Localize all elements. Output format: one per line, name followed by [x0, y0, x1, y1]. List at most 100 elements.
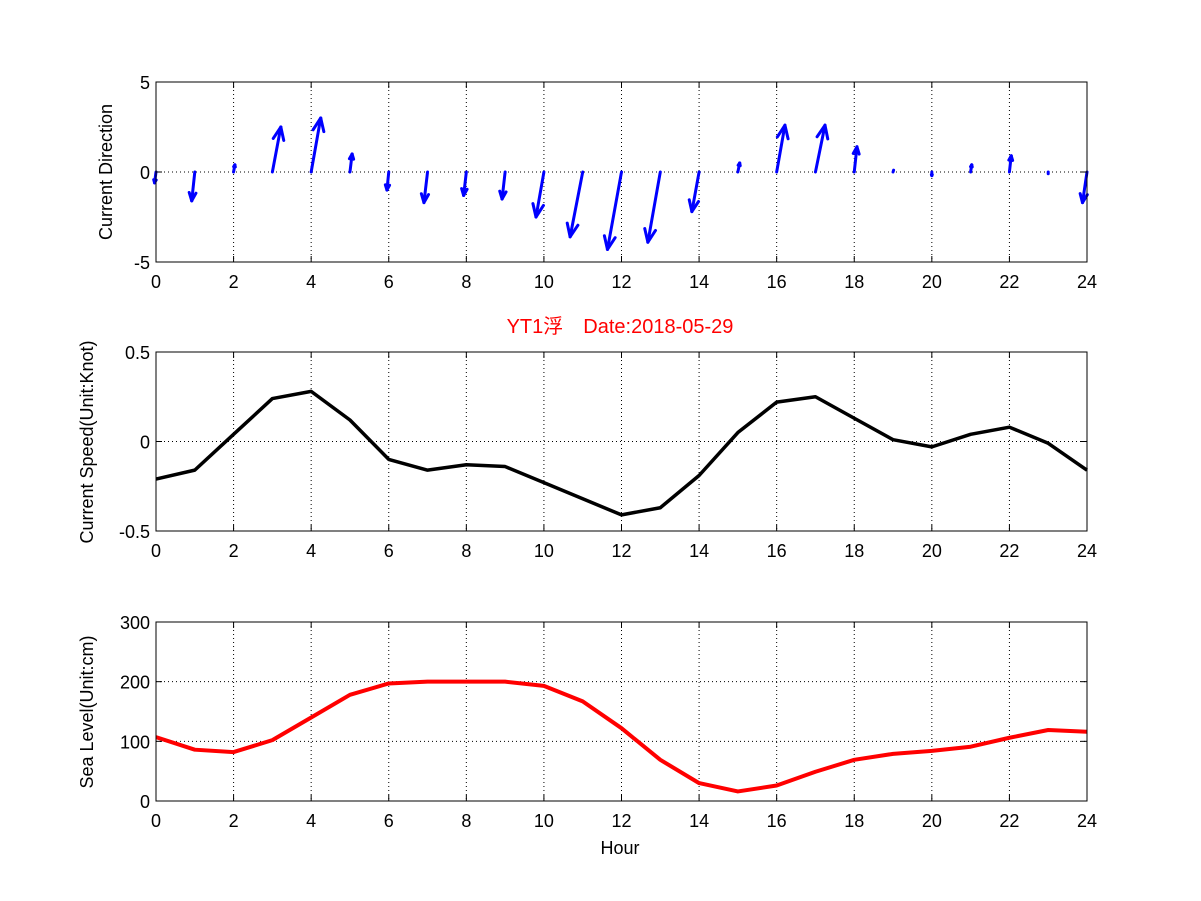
y-tick-label: 300 — [120, 613, 150, 633]
x-tick-label: 2 — [229, 811, 239, 831]
direction-arrow — [736, 161, 742, 174]
arrow-head — [643, 227, 650, 244]
arrow-head — [152, 178, 157, 185]
arrow-head — [271, 125, 283, 140]
arrow-shaft — [690, 170, 701, 214]
arrow-head — [1009, 154, 1015, 162]
x-tick-label: 4 — [306, 541, 316, 561]
arrow-head — [602, 234, 609, 251]
x-tick-label: 24 — [1077, 541, 1097, 561]
arrow-head — [783, 123, 790, 141]
x-tick-label: 24 — [1077, 811, 1097, 831]
y-tick-label: -5 — [134, 253, 150, 273]
arrow-head — [419, 192, 426, 205]
arrow-head — [775, 123, 787, 139]
arrow-shaft — [1081, 170, 1089, 205]
x-tick-label: 6 — [384, 272, 394, 292]
arrow-head — [646, 228, 657, 244]
direction-arrow — [687, 170, 701, 214]
arrow-shaft — [462, 170, 468, 197]
arrow-head — [319, 116, 326, 134]
arrow-shaft — [852, 145, 859, 174]
direction-arrow — [419, 170, 431, 205]
arrow-shaft — [309, 116, 323, 174]
x-tick-label: 4 — [306, 272, 316, 292]
arrow-shaft — [422, 170, 430, 205]
y-tick-label: 5 — [140, 73, 150, 93]
arrow-shaft — [568, 170, 585, 239]
arrow-head — [605, 236, 617, 251]
x-tick-label: 18 — [844, 811, 864, 831]
y-tick-label: 100 — [120, 732, 150, 752]
arrow-shaft — [775, 123, 787, 174]
x-tick-label: 8 — [461, 811, 471, 831]
arrow-shaft — [190, 170, 197, 203]
arrow-head — [350, 152, 356, 161]
x-tick-label: 0 — [151, 272, 161, 292]
y-tick-label: 0 — [140, 163, 150, 183]
x-axis-label: Hour — [600, 838, 639, 858]
y-tick-label: 200 — [120, 673, 150, 693]
y-tick-label: 0 — [140, 433, 150, 453]
x-tick-label: 14 — [689, 272, 709, 292]
x-tick-label: 16 — [767, 541, 787, 561]
x-tick-label: 2 — [229, 272, 239, 292]
direction-arrow — [969, 163, 974, 174]
x-tick-label: 12 — [611, 811, 631, 831]
arrow-shaft — [813, 123, 827, 174]
x-tick-label: 16 — [767, 272, 787, 292]
arrow-shaft — [891, 168, 896, 174]
arrow-shaft — [646, 170, 662, 244]
x-tick-label: 16 — [767, 811, 787, 831]
arrow-shaft — [270, 125, 283, 174]
y-tick-label: 0.5 — [125, 343, 150, 363]
y-axis-label: Current Direction — [96, 104, 116, 240]
direction-arrow — [813, 123, 830, 174]
x-tick-label: 8 — [461, 541, 471, 561]
y-axis-label: Current Speed(Unit:Knot) — [77, 340, 97, 543]
direction-arrow — [891, 168, 896, 174]
x-tick-label: 20 — [922, 541, 942, 561]
x-tick-label: 22 — [999, 541, 1019, 561]
direction-arrow — [602, 170, 623, 251]
x-tick-label: 24 — [1077, 272, 1097, 292]
arrow-shaft — [534, 170, 546, 219]
direction-arrow — [347, 152, 356, 174]
arrow-head — [855, 145, 861, 156]
direction-arrow — [309, 116, 326, 174]
arrow-head — [568, 223, 580, 239]
arrow-head — [311, 116, 323, 132]
direction-arrow — [643, 170, 662, 244]
direction-arrow — [187, 170, 198, 203]
y-tick-label: 0 — [140, 792, 150, 812]
x-tick-label: 20 — [922, 811, 942, 831]
x-tick-label: 12 — [611, 272, 631, 292]
arrow-head — [187, 190, 194, 203]
direction-arrow — [775, 123, 790, 174]
x-tick-label: 6 — [384, 811, 394, 831]
x-tick-label: 12 — [611, 541, 631, 561]
x-tick-label: 14 — [689, 811, 709, 831]
y-tick-label: -0.5 — [119, 522, 150, 542]
direction-arrow — [270, 125, 286, 174]
direction-arrow — [851, 145, 861, 174]
direction-arrow — [531, 170, 546, 219]
arrow-head — [970, 163, 974, 169]
direction-arrow — [460, 170, 469, 197]
direction-arrow — [383, 170, 392, 192]
x-tick-label: 22 — [999, 811, 1019, 831]
arrow-head — [498, 189, 504, 201]
arrow-head — [687, 198, 694, 214]
arrow-head — [738, 161, 742, 168]
arrow-head — [460, 187, 466, 197]
arrow-head — [1078, 192, 1084, 205]
arrow-shaft — [500, 170, 507, 201]
x-tick-label: 14 — [689, 541, 709, 561]
direction-arrow — [232, 163, 237, 174]
arrow-head — [565, 221, 572, 239]
x-tick-label: 10 — [534, 272, 554, 292]
x-tick-label: 10 — [534, 811, 554, 831]
